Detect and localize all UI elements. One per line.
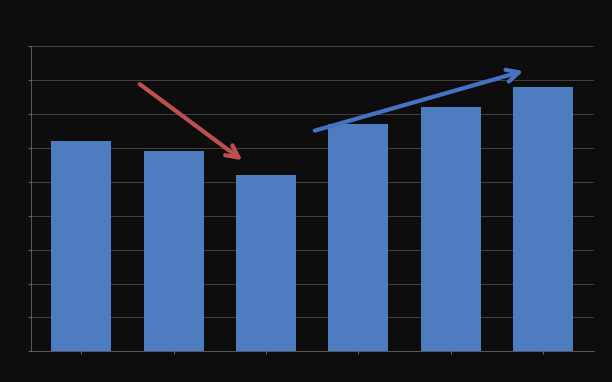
Bar (328, 124, 388, 351)
Bar (513, 87, 573, 351)
Bar (420, 107, 480, 351)
Bar (51, 141, 111, 351)
Bar (144, 151, 204, 351)
Bar (236, 175, 296, 351)
